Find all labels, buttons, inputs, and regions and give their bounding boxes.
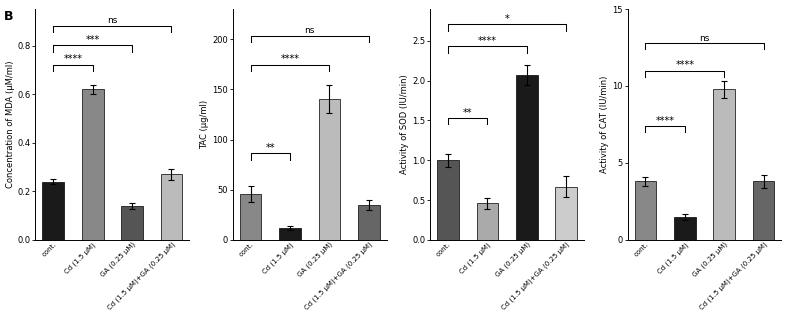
Text: ns: ns [305, 26, 315, 36]
Text: ****: **** [675, 60, 694, 70]
Y-axis label: Concentration of MDA (μM/ml): Concentration of MDA (μM/ml) [6, 61, 14, 188]
Text: ****: **** [656, 116, 674, 126]
Bar [516, 75, 538, 240]
Text: ns: ns [700, 34, 710, 42]
Text: **: ** [265, 143, 275, 153]
Bar [438, 160, 459, 240]
Bar [477, 203, 498, 240]
Bar [753, 181, 774, 240]
Text: ****: **** [280, 55, 300, 64]
Bar [82, 89, 104, 240]
Y-axis label: Activity of CAT (IU/min): Activity of CAT (IU/min) [600, 76, 609, 173]
Bar [161, 174, 183, 240]
Text: ***: *** [86, 35, 100, 45]
Bar [634, 181, 656, 240]
Bar [240, 194, 261, 240]
Y-axis label: Activity of SOD (IU/min): Activity of SOD (IU/min) [401, 74, 409, 174]
Bar [319, 99, 340, 240]
Bar [42, 182, 64, 240]
Text: ns: ns [107, 16, 117, 25]
Bar [674, 217, 696, 240]
Bar [358, 205, 379, 240]
Text: ****: **** [478, 36, 497, 46]
Text: ****: **** [64, 54, 83, 64]
Text: *: * [504, 14, 509, 24]
Bar [713, 89, 735, 240]
Text: B: B [4, 10, 13, 23]
Bar [279, 228, 301, 240]
Bar [121, 206, 143, 240]
Bar [556, 186, 577, 240]
Text: **: ** [463, 108, 472, 118]
Y-axis label: TAC (μg/ml): TAC (μg/ml) [201, 100, 209, 149]
